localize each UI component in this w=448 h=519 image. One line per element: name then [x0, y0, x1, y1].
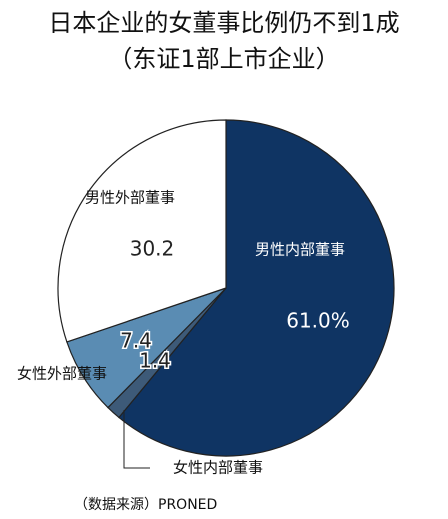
pie-slice: [57, 119, 227, 343]
value-label: 61.0%: [286, 309, 350, 333]
source-note: （数据来源）PRONED: [74, 497, 217, 513]
leader-line: [123, 410, 150, 469]
slice-label: 男性外部董事: [85, 189, 175, 207]
pie-slice: [118, 119, 395, 457]
slice-label: 男性内部董事: [255, 241, 345, 259]
chart-subtitle: （东证1部上市企业）: [108, 45, 339, 73]
slice-label: 女性内部董事: [173, 459, 263, 477]
slice-label: 女性外部董事: [17, 365, 107, 383]
value-label: 30.2: [130, 237, 175, 261]
value-label: 7.4: [120, 329, 152, 353]
chart-title: 日本企业的女董事比例仍不到1成: [48, 9, 399, 37]
value-label: 1.4: [139, 349, 171, 373]
